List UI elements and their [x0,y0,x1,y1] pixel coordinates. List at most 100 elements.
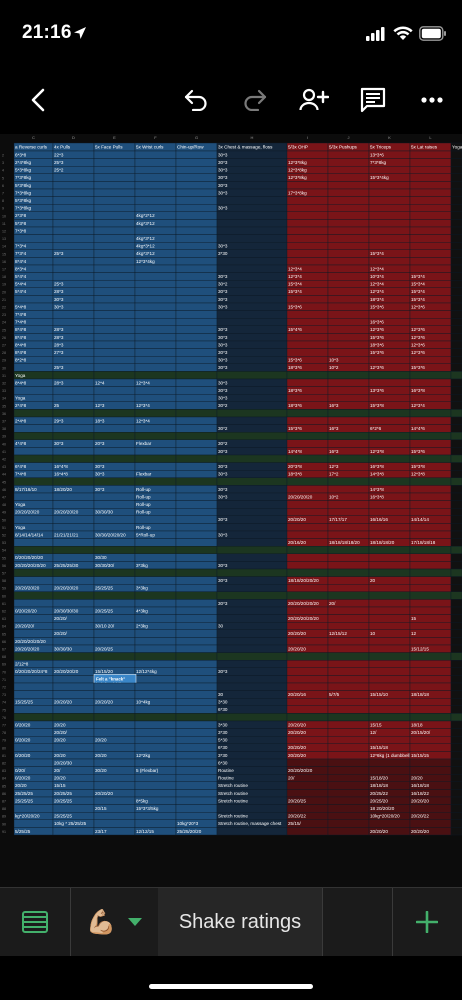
cell-value[interactable]: 18*3*6 [288,388,302,393]
cell[interactable] [13,515,54,524]
cell[interactable] [368,226,411,235]
cell[interactable] [175,546,218,555]
cell[interactable] [327,386,370,395]
cell[interactable] [286,591,329,600]
row-number[interactable]: 20 [2,290,6,294]
cell[interactable] [216,188,288,197]
cell[interactable] [327,241,370,250]
cell-value[interactable]: 20/20/22 [288,814,306,819]
cell[interactable] [175,591,218,600]
cell-value[interactable]: 30*3 [218,487,228,492]
cell[interactable] [286,234,329,243]
cell[interactable] [134,447,177,456]
cell[interactable] [286,530,329,539]
cell[interactable] [134,682,177,691]
cell[interactable] [52,591,95,600]
cell-value[interactable]: 20/20/ [54,631,67,636]
row-number[interactable]: 39 [2,435,6,439]
cell-value[interactable]: 12*3*4 [370,289,384,294]
cell[interactable] [175,188,218,197]
row-number[interactable]: 34 [2,397,6,401]
cell[interactable] [93,546,136,555]
cell-value[interactable]: 20/25/22 [370,791,388,796]
cell[interactable] [216,166,288,175]
cell-value[interactable]: 7*4*8 [15,320,27,325]
cell[interactable] [327,622,370,631]
cell[interactable] [175,576,218,585]
cell[interactable] [327,234,370,243]
cell-value[interactable]: 30*3 [218,190,228,195]
cell[interactable] [93,310,136,319]
cell[interactable] [175,766,218,775]
cell[interactable] [409,614,452,623]
cell-value[interactable]: 5*3*8kg [15,198,32,203]
cell[interactable] [409,371,452,380]
cell[interactable] [327,295,370,304]
cell[interactable] [175,272,218,281]
cell[interactable] [216,295,288,304]
cell[interactable] [286,394,329,403]
cell-value[interactable]: 20/20/20 [411,798,429,803]
cell[interactable] [134,166,177,175]
row-number[interactable]: 45 [2,480,6,484]
row-number[interactable]: 75 [2,708,6,712]
cell[interactable] [216,181,288,190]
cell-value[interactable]: Roll-up [136,487,151,492]
row-number[interactable]: 71 [2,678,6,682]
cell[interactable] [216,751,288,760]
row-number[interactable]: 6 [2,184,4,188]
cell-value[interactable]: 16*4*8 [54,464,68,469]
cell-value[interactable]: 5*Roll-up [136,532,155,537]
row-number[interactable]: 46 [2,488,6,492]
cell[interactable] [409,508,452,517]
cell-value[interactable]: 5*3*8 [15,221,27,226]
cell[interactable] [327,287,370,296]
cell-value[interactable]: 12*3*6 [411,335,425,340]
cell[interactable] [286,477,329,486]
cell[interactable] [409,416,452,425]
cell-value[interactable]: Stretch routine [218,814,248,819]
row-number[interactable]: 51 [2,526,6,530]
cell-value[interactable]: 30*3 [218,517,228,522]
cell[interactable] [175,363,218,372]
cell-value[interactable]: 12*3*6 [411,327,425,332]
cell-value[interactable]: 8/17/16/10 [15,487,37,492]
cell-value[interactable]: 0/20/20/20/24*8 [15,669,48,674]
column-letter[interactable]: E [113,135,116,140]
cell[interactable] [286,652,329,661]
cell[interactable] [409,500,452,509]
cell-value[interactable]: 8*4*8 [15,380,27,385]
cell[interactable] [450,234,462,243]
cell[interactable] [216,644,288,653]
cell[interactable] [450,211,462,220]
cell-value[interactable]: 13*3*6 [370,388,384,393]
cell-value[interactable]: 20/20/20 [288,745,306,750]
cell-value[interactable]: 30*3 [218,168,228,173]
cell-value[interactable]: 3*30 [218,251,228,256]
cell-value[interactable]: 15*3*4 [411,274,425,279]
cell-value[interactable]: 17/17/17 [329,517,347,522]
cell[interactable] [286,485,329,494]
cell-value[interactable]: 4*4*8 [15,441,27,446]
cell-value[interactable]: 30/30/30 [54,646,72,651]
row-number[interactable]: 15 [2,252,6,256]
cell[interactable] [368,181,411,190]
row-number[interactable]: 85 [2,784,6,788]
cell[interactable] [134,386,177,395]
cell[interactable] [134,675,177,684]
row-number[interactable]: 81 [2,754,6,758]
cell[interactable] [450,774,462,783]
cell-value[interactable]: 16*3*8 [370,494,384,499]
cell[interactable] [450,158,462,167]
cell-value[interactable]: 20/20/20 [370,829,388,834]
cell-value[interactable]: 25/25/25/30 [54,563,79,568]
cell[interactable] [216,241,288,250]
cell[interactable] [327,272,370,281]
cell[interactable] [450,523,462,532]
cell[interactable] [175,226,218,235]
cell-value[interactable]: 16*3*8 [370,464,384,469]
cell[interactable] [216,736,288,745]
cell[interactable] [450,333,462,342]
cell[interactable] [175,774,218,783]
row-number[interactable]: 40 [2,442,6,446]
